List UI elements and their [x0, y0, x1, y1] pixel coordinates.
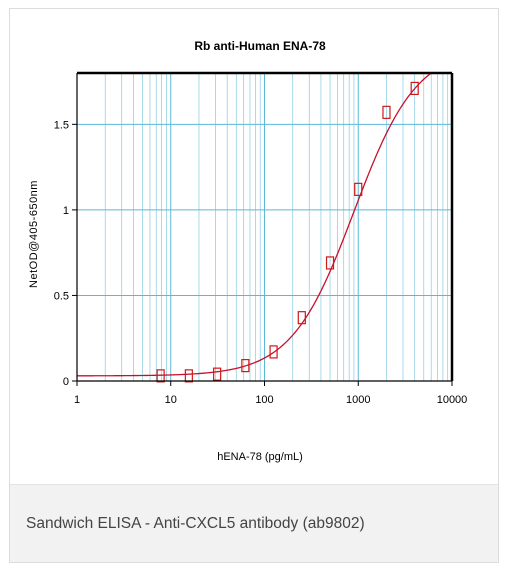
caption-bar: Sandwich ELISA - Anti-CXCL5 antibody (ab… [10, 484, 498, 562]
y-tick-label: 0.5 [54, 290, 69, 302]
chart-area: 1 10 100 1000 10000 0 0.5 1 1.5 Rb anti-Human EN… [10, 9, 498, 484]
data-point [241, 359, 250, 373]
x-tick-label: 10000 [437, 394, 468, 406]
figure-caption: Sandwich ELISA - Anti-CXCL5 antibody (ab… [26, 515, 365, 532]
x-axis-label: hENA-78 (pg/mL) [217, 451, 303, 463]
data-point [410, 81, 419, 96]
y-tick-label: 1.5 [54, 119, 69, 131]
grid-layer [76, 73, 453, 382]
standard-curve-chart: 1 10 100 1000 10000 0 0.5 1 1.5 Rb anti-Human EN… [28, 39, 468, 463]
data-point [325, 256, 335, 270]
data-point [213, 367, 222, 381]
fit-curve-layer [77, 72, 452, 377]
data-point [269, 345, 278, 359]
fit-curve [77, 72, 452, 377]
x-tick-label: 1000 [346, 394, 370, 406]
y-tick-label: 1 [63, 205, 69, 217]
chart-title: Rb anti-Human ENA-78 [194, 39, 326, 53]
x-tick-label: 10 [165, 394, 177, 406]
data-points-layer [156, 81, 419, 383]
x-tick-label: 100 [255, 394, 273, 406]
y-tick-label: 0 [63, 376, 69, 388]
y-axis-label: NetOD@405-650nm [28, 180, 40, 288]
tick-labels: 1 10 100 1000 10000 0 0.5 1 1.5 [54, 119, 468, 406]
data-point [354, 182, 363, 196]
x-tick-label: 1 [74, 394, 80, 406]
data-point [184, 369, 193, 383]
data-point [382, 105, 391, 119]
data-point [297, 311, 306, 325]
data-point [156, 369, 165, 383]
figure-card: 1 10 100 1000 10000 0 0.5 1 1.5 Rb anti-Human EN… [9, 8, 499, 563]
